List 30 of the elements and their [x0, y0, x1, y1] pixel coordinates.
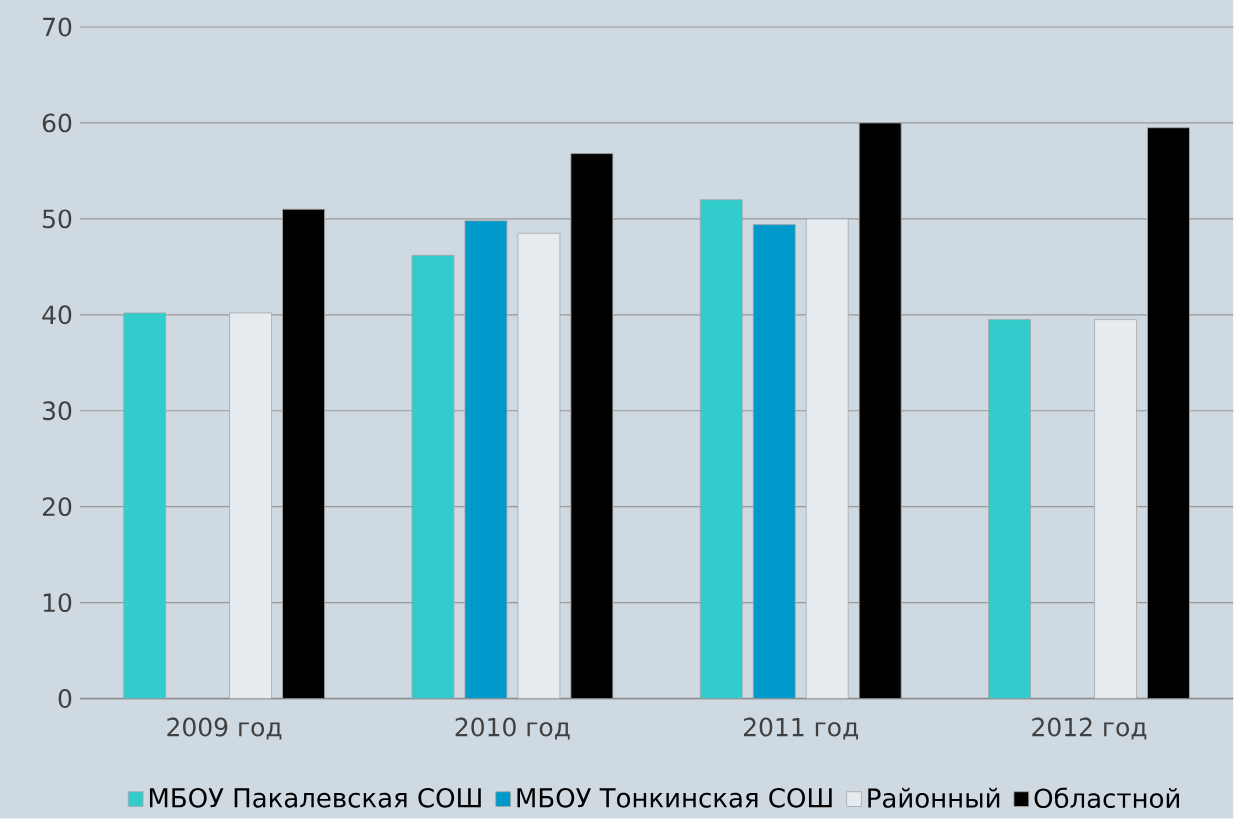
legend-label: МБОУ Тонкинская СОШ: [517, 788, 832, 808]
y-tick-label: 30: [43, 401, 72, 421]
y-tick-label: 0: [58, 689, 72, 709]
bar: [123, 312, 167, 699]
bar: [1147, 127, 1190, 699]
y-tick-label: 60: [42, 113, 72, 133]
y-tick-label: 70: [43, 17, 72, 37]
bar: [229, 312, 272, 699]
bar: [282, 209, 325, 699]
y-tick-label: 40: [42, 305, 72, 325]
x-tick-label: 2010 год: [455, 717, 570, 740]
legend-label: Районный: [868, 787, 1000, 809]
x-tick-label: 2012 год: [1032, 717, 1147, 740]
bar: [988, 319, 1031, 699]
x-tick-label: 2009 год: [167, 717, 282, 740]
y-tick-label: 10: [43, 593, 72, 613]
bar: [699, 199, 743, 699]
bar: [1094, 319, 1137, 699]
bar: [517, 232, 561, 699]
x-tick-label: 2011 год: [743, 717, 858, 740]
y-tick-label: 50: [43, 209, 72, 229]
bar: [464, 220, 508, 699]
legend-label: Областной: [1034, 787, 1179, 809]
bar: [752, 224, 796, 699]
legend-label: МБОУ Пакалевская СОШ: [149, 788, 481, 808]
bar: [411, 255, 455, 699]
y-tick-label: 20: [42, 497, 72, 517]
bar: [805, 218, 849, 699]
bar: [858, 122, 902, 699]
bar: [570, 153, 614, 699]
